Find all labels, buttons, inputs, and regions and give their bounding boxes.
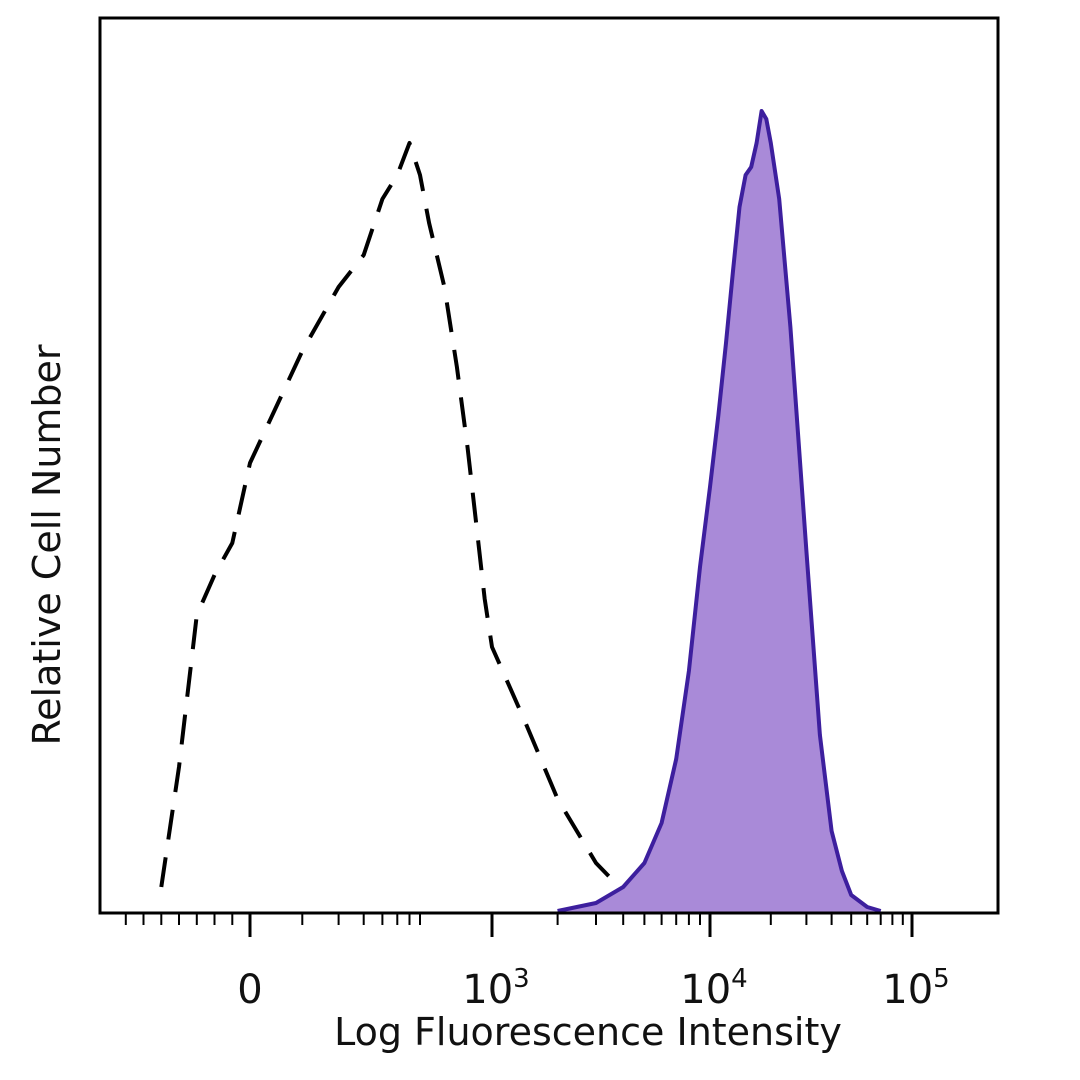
series-layer xyxy=(159,109,882,913)
x-tick-label-base: 10 xyxy=(680,967,731,1013)
x-axis-title: Log Fluorescence Intensity xyxy=(334,1010,842,1054)
x-tick-label-exponent: 3 xyxy=(513,964,530,994)
y-axis-title: Relative Cell Number xyxy=(25,344,69,745)
x-tick-label-exponent: 5 xyxy=(933,964,950,994)
x-tick-label: 105 xyxy=(882,964,949,1013)
plot-frame xyxy=(98,16,1000,915)
x-tick-label-base: 10 xyxy=(882,967,933,1013)
x-tick-label-exponent: 4 xyxy=(731,964,748,994)
series-1-area xyxy=(557,111,881,912)
x-tick-label: 0 xyxy=(237,967,262,1013)
x-tick-label: 104 xyxy=(680,964,747,1013)
x-tick-label-base: 10 xyxy=(462,967,513,1013)
series-0-line xyxy=(159,141,711,913)
x-tick-label: 103 xyxy=(462,964,529,1013)
series-1-line xyxy=(557,109,882,913)
tick-layer: 0 103 104 105 xyxy=(124,913,950,1013)
